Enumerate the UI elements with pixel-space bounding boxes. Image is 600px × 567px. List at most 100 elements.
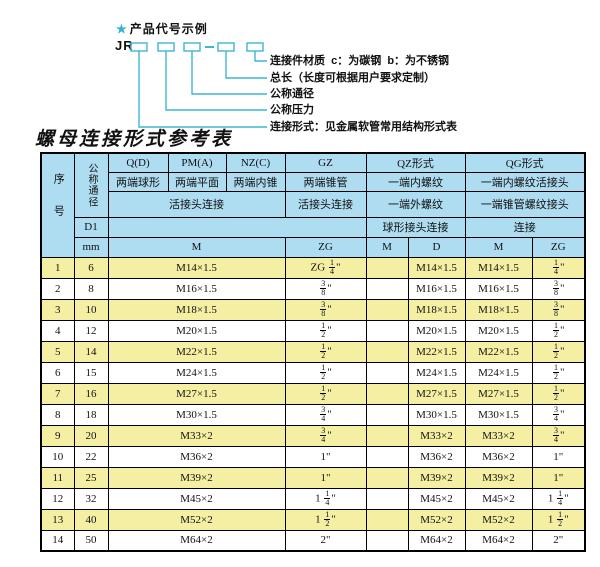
cell-m: M20×1.5 bbox=[107, 319, 286, 342]
cell-qz-m bbox=[365, 382, 409, 405]
cell-qg-zg: 1 1 2 " bbox=[531, 508, 586, 531]
cell-qz-m bbox=[365, 445, 409, 468]
cell-gz-zg: 1" bbox=[284, 466, 367, 489]
cell-qz-m bbox=[365, 487, 409, 510]
cell-qz-m bbox=[365, 508, 409, 531]
cell-qz-d: M24×1.5 bbox=[407, 361, 466, 384]
cell-m: M64×2 bbox=[107, 529, 286, 552]
cell-dn: 22 bbox=[73, 445, 109, 468]
code-box bbox=[217, 42, 235, 52]
cell-seq: 12 bbox=[40, 487, 75, 510]
cell-qg-zg: 1 4 " bbox=[531, 256, 586, 279]
cell-qz-d: M30×1.5 bbox=[407, 403, 466, 426]
cell-qz-m bbox=[365, 298, 409, 321]
star-icon: ★ bbox=[116, 22, 128, 36]
leader-line bbox=[165, 51, 267, 111]
code-field-label: 公称通径 bbox=[270, 88, 314, 100]
cell-m: M16×1.5 bbox=[107, 277, 286, 300]
cell-dn: 18 bbox=[73, 403, 109, 426]
header-qg-sub1: 一端内螺纹活接头 bbox=[464, 171, 586, 192]
leader-line bbox=[254, 51, 267, 62]
cell-qz-d: M14×1.5 bbox=[407, 256, 466, 279]
cell-gz-zg: 3 8 " bbox=[284, 298, 367, 321]
cell-seq: 8 bbox=[40, 403, 75, 426]
cell-qz-m bbox=[365, 466, 409, 489]
cell-dn: 20 bbox=[73, 424, 109, 447]
cell-qg-zg: 3 8 " bbox=[531, 277, 586, 300]
header-d1: D1 bbox=[73, 216, 109, 238]
cell-dn: 16 bbox=[73, 382, 109, 405]
cell-gz-zg: 3 4 " bbox=[284, 403, 367, 426]
cell-dn: 14 bbox=[73, 340, 109, 363]
cell-dn: 6 bbox=[73, 256, 109, 279]
cell-qz-d: M33×2 bbox=[407, 424, 466, 447]
cell-gz-zg: 1 2 " bbox=[284, 382, 367, 405]
cell-gz-zg: 1 1 2 " bbox=[284, 508, 367, 531]
code-field-label: 总长（长度可根据用户要求定制） bbox=[270, 72, 435, 84]
cell-qz-m bbox=[365, 403, 409, 426]
cell-gz-zg: ZG 1 4 " bbox=[284, 256, 367, 279]
cell-gz-zg: 1 2 " bbox=[284, 361, 367, 384]
cell-seq: 5 bbox=[40, 340, 75, 363]
cell-seq: 4 bbox=[40, 319, 75, 342]
header-qz-d: D bbox=[407, 236, 466, 258]
cell-qz-m bbox=[365, 319, 409, 342]
cell-qg-m: M24×1.5 bbox=[464, 361, 533, 384]
header-gz: GZ bbox=[284, 152, 367, 173]
cell-m: M14×1.5 bbox=[107, 256, 286, 279]
header-qz-m: M bbox=[365, 236, 409, 258]
cell-m: M52×2 bbox=[107, 508, 286, 531]
cell-qg-zg: 3 8 " bbox=[531, 298, 586, 321]
header-mm: mm bbox=[73, 236, 109, 258]
cell-seq: 6 bbox=[40, 361, 75, 384]
cell-m: M33×2 bbox=[107, 424, 286, 447]
cell-qg-m: M22×1.5 bbox=[464, 340, 533, 363]
cell-qg-m: M27×1.5 bbox=[464, 382, 533, 405]
header-qg-m: M bbox=[464, 236, 533, 258]
nut-connection-table: 序号 公称通径 Q(D) PM(A) NZ(C) GZ QZ形式 QG形式 两端… bbox=[40, 152, 586, 552]
table-row: 11 25 M39×2 1" M39×2 M39×2 1" bbox=[40, 466, 586, 489]
cell-qg-m: M30×1.5 bbox=[464, 403, 533, 426]
cell-seq: 3 bbox=[40, 298, 75, 321]
table-row: 2 8 M16×1.5 3 8 " M16×1.5 M16×1.5 3 8 " bbox=[40, 277, 586, 300]
cell-qz-d: M22×1.5 bbox=[407, 340, 466, 363]
code-diagram-lines bbox=[130, 42, 267, 128]
cell-qz-m bbox=[365, 256, 409, 279]
table-row: 10 22 M36×2 1" M36×2 M36×2 1" bbox=[40, 445, 586, 468]
cell-qg-m: M20×1.5 bbox=[464, 319, 533, 342]
header-pm: PM(A) bbox=[167, 152, 227, 173]
header-gz-unit: ZG bbox=[284, 236, 367, 258]
cell-seq: 7 bbox=[40, 382, 75, 405]
cell-qg-zg: 3 4 " bbox=[531, 424, 586, 447]
table-row: 3 10 M18×1.5 3 8 " M18×1.5 M18×1.5 3 8 " bbox=[40, 298, 586, 321]
cell-qz-m bbox=[365, 529, 409, 552]
cell-gz-zg: 1 2 " bbox=[284, 340, 367, 363]
cell-m: M22×1.5 bbox=[107, 340, 286, 363]
cell-dn: 10 bbox=[73, 298, 109, 321]
cell-dn: 25 bbox=[73, 466, 109, 489]
cell-m: M45×2 bbox=[107, 487, 286, 510]
cell-qz-m bbox=[365, 424, 409, 447]
cell-gz-zg: 1 2 " bbox=[284, 319, 367, 342]
cell-seq: 1 bbox=[40, 256, 75, 279]
code-box bbox=[130, 42, 148, 52]
cell-gz-zg: 1 1 4 " bbox=[284, 487, 367, 510]
cell-qz-d: M45×2 bbox=[407, 487, 466, 510]
code-box bbox=[157, 42, 175, 52]
cell-dn: 8 bbox=[73, 277, 109, 300]
leader-line bbox=[191, 51, 267, 95]
diagram-title-text: 产品代号示例 bbox=[129, 22, 208, 36]
cell-qg-zg: 1 2 " bbox=[531, 319, 586, 342]
code-box bbox=[183, 42, 201, 52]
header-seq: 序号 bbox=[40, 152, 75, 258]
header-m-span: M bbox=[107, 236, 286, 258]
cell-seq: 10 bbox=[40, 445, 75, 468]
cell-qz-d: M36×2 bbox=[407, 445, 466, 468]
table-row: 12 32 M45×2 1 1 4 " M45×2 M45×2 1 1 4 " bbox=[40, 487, 586, 510]
header-qg: QG形式 bbox=[464, 152, 586, 173]
cell-qg-zg: 1 2 " bbox=[531, 382, 586, 405]
cell-qg-zg: 3 4 " bbox=[531, 403, 586, 426]
cell-dn: 40 bbox=[73, 508, 109, 531]
cell-qz-d: M27×1.5 bbox=[407, 382, 466, 405]
